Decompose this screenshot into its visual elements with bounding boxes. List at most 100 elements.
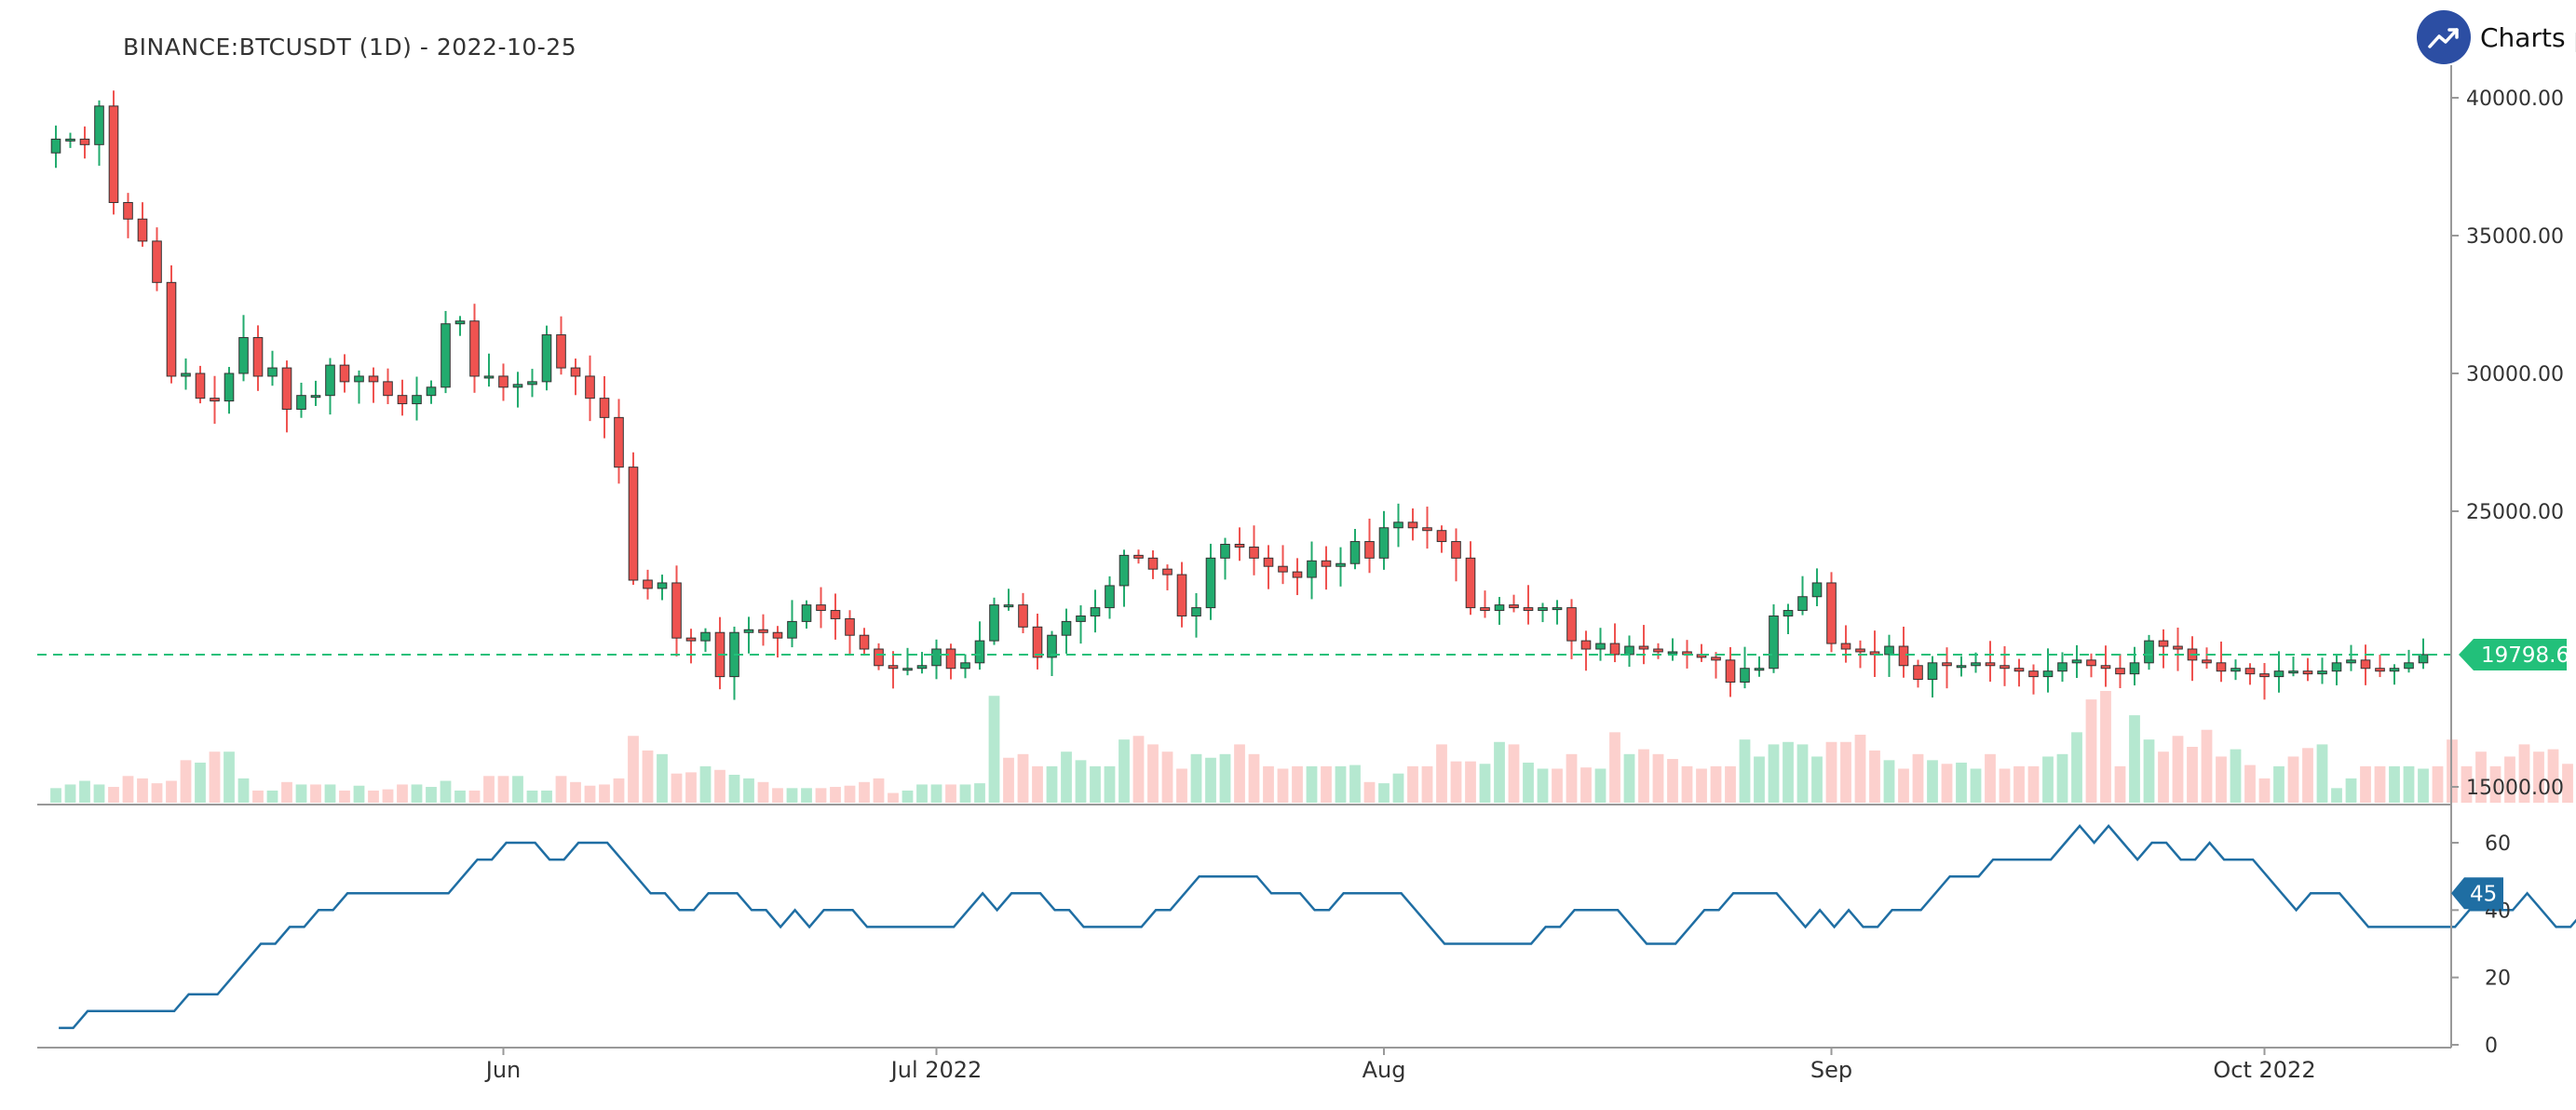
candle-body (1956, 665, 1967, 669)
volume-bar (642, 750, 654, 803)
volume-bar (859, 781, 870, 803)
volume-bar (1248, 753, 1260, 803)
candle-body (412, 395, 422, 405)
volume-bar (2201, 729, 2213, 803)
candle-body (1032, 626, 1043, 658)
volume-bar (2374, 765, 2386, 803)
volume-bar (512, 776, 523, 803)
candle-body (1826, 582, 1837, 644)
candle-body (888, 665, 899, 670)
volume-bar (2143, 739, 2155, 803)
candle-body (137, 218, 148, 242)
candle-body (1292, 571, 1303, 578)
candle-body (2158, 640, 2169, 647)
volume-bar (685, 772, 697, 803)
candle-body (325, 364, 335, 397)
volume-bar (2287, 756, 2299, 803)
volume-bars (50, 691, 2573, 803)
volume-bar (1927, 760, 1938, 803)
current-price-label: 19798.64 (2481, 643, 2576, 668)
candle-body (454, 320, 466, 325)
volume-bar (1566, 753, 1578, 803)
volume-bar (1508, 744, 1520, 803)
candle-body (1422, 527, 1432, 532)
volume-bar (1739, 739, 1751, 803)
y-tick-label: 35000.00 (2466, 225, 2564, 249)
volume-bar (209, 751, 221, 803)
candle-body (1638, 645, 1649, 650)
volume-bar (801, 788, 812, 803)
candle-body (2244, 668, 2256, 675)
brand-badge[interactable]: Charts p (2417, 9, 2576, 65)
volume-bar (1667, 759, 1678, 803)
candle-body (483, 375, 495, 379)
candle-body (671, 582, 682, 639)
volume-bar (1999, 768, 2011, 803)
candle-body (758, 629, 768, 633)
volume-bar (1378, 783, 1390, 803)
volume-bar (2389, 765, 2400, 803)
volume-bar (1219, 753, 1231, 803)
volume-bar (1869, 750, 1880, 803)
candle-body (2028, 670, 2039, 678)
candle-body (1061, 620, 1072, 636)
volume-bar (2114, 765, 2126, 803)
candle-body (1047, 634, 1057, 658)
candle-body (469, 320, 480, 377)
candle-body (1480, 607, 1490, 612)
volume-bar (2158, 751, 2169, 803)
candle-body (960, 662, 970, 670)
candle-body (1783, 610, 1794, 616)
volume-bar (541, 790, 552, 803)
volume-bar (79, 780, 90, 803)
candle-body (874, 648, 884, 667)
candle-body (1523, 607, 1534, 612)
volume-bar (1349, 765, 1361, 803)
volume-bar (570, 781, 581, 803)
candle-body (281, 367, 292, 410)
volume-bar (1450, 761, 1462, 803)
y-tick-label: 25000.00 (2466, 501, 2564, 524)
volume-bar (1725, 765, 1736, 803)
volume-bar (108, 787, 119, 803)
candle-body (643, 579, 653, 589)
volume-bar (1768, 744, 1780, 803)
volume-bar (2461, 765, 2473, 803)
candle-body (2288, 670, 2298, 674)
volume-bar (1263, 765, 1274, 803)
volume-bar (873, 778, 885, 803)
volume-bar (902, 790, 914, 803)
y-tick-label: 15000.00 (2466, 777, 2564, 800)
candle-body (210, 398, 220, 402)
candle-body (527, 381, 537, 386)
candle-body (845, 617, 855, 636)
candle-body (152, 240, 162, 283)
candle-body (1595, 643, 1606, 650)
volume-bar (324, 784, 336, 803)
candle-body (2346, 659, 2356, 664)
candle-body (441, 323, 451, 388)
volume-bar (1306, 765, 1318, 803)
candle-body (296, 395, 306, 410)
candle-body (79, 138, 90, 145)
candle-body (556, 334, 566, 369)
indicator-value-tag (2451, 877, 2503, 910)
volume-bar (728, 775, 740, 803)
candle-body (238, 337, 249, 374)
volume-bar (1046, 765, 1058, 803)
candle-body (2331, 662, 2342, 672)
volume-bar (497, 776, 509, 803)
candle-body (1234, 544, 1245, 548)
candle-body (2071, 659, 2082, 664)
volume-bar (64, 784, 76, 803)
x-tick-label: Jul 2022 (889, 1057, 983, 1083)
candle-body (628, 467, 639, 581)
volume-bar (1363, 781, 1376, 803)
volume-bar (945, 784, 956, 803)
volume-bar (2244, 765, 2256, 803)
y-tick-label: 40000.00 (2466, 88, 2564, 111)
x-tick-label: Jun (484, 1057, 522, 1083)
candle-body (2404, 662, 2414, 670)
candle-body (1942, 662, 1952, 667)
